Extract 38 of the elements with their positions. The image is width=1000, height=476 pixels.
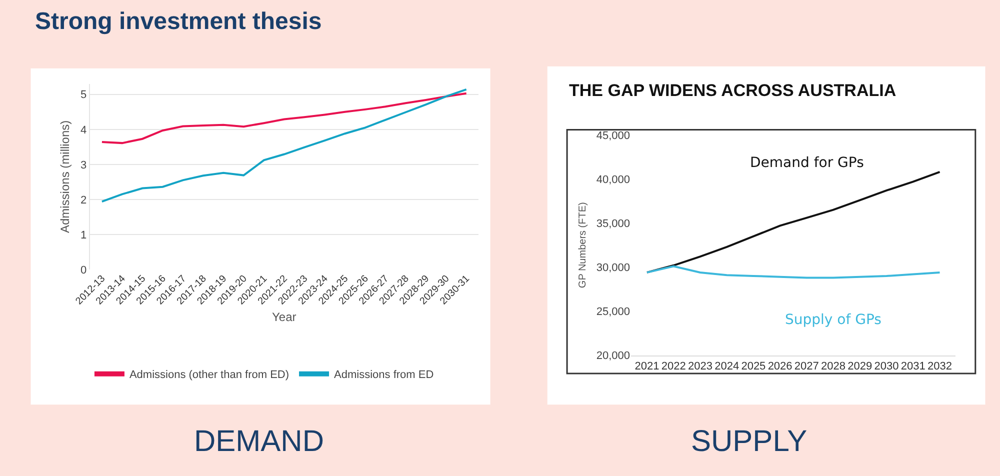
x-tick-label: 2032 [928, 360, 952, 373]
x-tick-label: 2024 [714, 360, 740, 373]
text: DEMAND [194, 425, 324, 458]
y-axis-title: Admissions (millions) [58, 120, 72, 234]
text: Strong investment thesis [35, 8, 322, 35]
x-tick-label: 2030 [874, 360, 899, 373]
x-tick-label: 2025 [741, 360, 766, 373]
y-tick-label: 2 [80, 194, 87, 206]
y-tick-label: 5 [80, 89, 87, 102]
line-series [100, 92, 468, 144]
line-series [100, 88, 468, 203]
x-tick-label: 2026 [768, 360, 792, 373]
y-tick-label: 4 [80, 124, 87, 136]
chart-title: THE GAP WIDENS ACROSS AUSTRALIA [569, 81, 896, 100]
text: Supply of GPs [785, 312, 882, 328]
y-tick-label: 45,000 [596, 130, 630, 142]
x-tick-label: 2028 [821, 360, 846, 373]
series-label: Demand for GPs [750, 155, 864, 171]
y-tick-label: 40,000 [596, 174, 630, 186]
x-tick-label: 2031 [900, 360, 926, 373]
y-tick-label: 35,000 [596, 218, 630, 230]
x-tick-label: 2022 [661, 360, 686, 373]
y-tick-label: 30,000 [596, 262, 630, 274]
line-series [646, 265, 941, 279]
y-tick-label: 0 [80, 264, 87, 276]
y-tick-label: 3 [80, 159, 87, 172]
y-tick-label: 1 [80, 229, 87, 242]
text: SUPPLY [691, 425, 808, 458]
x-tick-label: 2023 [688, 360, 712, 373]
x-tick-label: 2021 [634, 360, 660, 373]
y-axis-title: GP Numbers (FTE) [577, 202, 588, 288]
x-tick-label: 2027 [794, 360, 819, 373]
x-axis-title: Year [272, 310, 296, 324]
legend-label: Admissions (other than from ED) [129, 369, 290, 382]
y-tick-label: 20,000 [596, 350, 630, 362]
y-tick-label: 25,000 [596, 306, 630, 318]
legend-label: Admissions from ED [334, 369, 434, 382]
x-tick-label: 2029 [848, 360, 872, 373]
